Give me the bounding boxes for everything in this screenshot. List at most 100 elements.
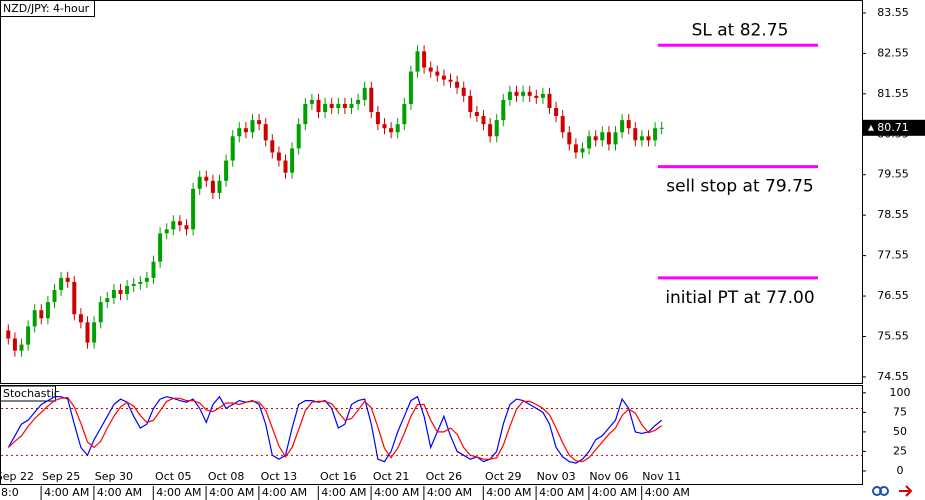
candle-body [428, 67, 433, 72]
candle-body [164, 229, 169, 234]
candle-body [567, 132, 572, 145]
candle-body [197, 176, 202, 189]
candle-body [606, 132, 611, 145]
chart-title: NZD/JPY: 4-hour [3, 2, 90, 15]
candle-body [210, 180, 215, 193]
candle-body [408, 71, 413, 104]
y-tick-label: 83.55 [877, 6, 909, 19]
x-date-label: Oct 21 [373, 470, 410, 483]
x-date-label: Nov 11 [642, 470, 681, 483]
candle-body [296, 124, 301, 149]
candle-body [224, 160, 229, 181]
candle-body [243, 128, 248, 133]
stochastic-panel [0, 385, 863, 485]
x-time-label: 4:00 AM [156, 486, 201, 499]
x-time-label: 4:00 AM [427, 486, 472, 499]
candle-body [144, 277, 149, 282]
candle-body [626, 120, 631, 129]
candle-body [639, 136, 644, 141]
y-tick-label: 81.55 [877, 87, 909, 100]
candle-body [362, 87, 367, 100]
annotation-label: SL at 82.75 [692, 20, 789, 40]
y-tick-label: 75.55 [877, 329, 909, 342]
annotation-label: initial PT at 77.00 [665, 288, 814, 308]
toolbar-icons [872, 485, 913, 497]
candle-body [547, 93, 552, 108]
x-time-label: 4:00 AM [321, 486, 366, 499]
candle-body [217, 180, 222, 193]
y-tick-label: 25 [893, 444, 907, 457]
x-time-label: 4:00 AM [539, 486, 584, 499]
candle-body [72, 281, 77, 315]
x-date-label: Sep 25 [42, 470, 80, 483]
share-icon[interactable] [899, 485, 913, 497]
candle-body [560, 116, 565, 133]
candle-body [158, 233, 163, 262]
candle-body [59, 277, 64, 290]
candle-body [257, 120, 262, 125]
candle-body [554, 107, 559, 117]
x-time-label: 4:00 AM [592, 486, 637, 499]
candle-body [230, 136, 235, 161]
x-time-label: 4:00 AM [486, 486, 531, 499]
y-tick-label: 0 [897, 464, 904, 477]
candle-body [111, 289, 116, 299]
last-price-box [863, 119, 925, 136]
candle-body [98, 302, 103, 323]
candle-body [118, 289, 123, 295]
candle-body [593, 136, 598, 141]
candle-body [600, 132, 605, 141]
candle-body [105, 298, 110, 303]
candle-body [375, 112, 380, 125]
candle-body [303, 103, 308, 125]
candle-body [263, 124, 268, 141]
candle-body [527, 91, 532, 96]
x-date-label: Oct 16 [320, 470, 357, 483]
candle-body [659, 127, 664, 129]
candle-body [613, 132, 618, 145]
candle-body [329, 103, 334, 108]
main-panel [0, 0, 863, 384]
candle-body [171, 221, 176, 230]
candle-body [488, 124, 493, 137]
candle-body [32, 310, 37, 327]
candle-body [501, 99, 506, 121]
candle-body [573, 144, 578, 153]
title-box [0, 0, 95, 17]
y-tick-label: 79.55 [877, 168, 909, 181]
candle-body [26, 326, 31, 345]
candle-body [237, 128, 242, 137]
candle-body [19, 344, 24, 351]
candle-body [342, 103, 347, 108]
candle-body [45, 302, 50, 319]
y-tick-label: 75 [893, 405, 907, 418]
candle-body [415, 51, 420, 72]
indicator-title-box [0, 385, 56, 402]
candle-body [309, 99, 314, 104]
candle-body [481, 116, 486, 125]
candle-body [131, 283, 136, 286]
candle-body [422, 51, 427, 68]
candle-body [349, 103, 354, 108]
candle-body [382, 124, 387, 129]
candle-body [507, 91, 512, 100]
candle-body [191, 188, 196, 230]
candle-body [389, 128, 394, 133]
candle-body [514, 91, 519, 96]
candle-body [270, 140, 275, 153]
indicator-title: Stochastic [3, 387, 60, 400]
candle-body [52, 289, 57, 303]
y-tick-label: 77.55 [877, 249, 909, 262]
candle-body [65, 277, 70, 282]
candle-body [12, 338, 17, 351]
x-time-label: 4:00 AM [374, 486, 419, 499]
x-time-label: 4:00 AM [209, 486, 254, 499]
y-tick-label: 78.55 [877, 208, 909, 221]
x-date-label: Sep 30 [95, 470, 133, 483]
candle-body [653, 128, 658, 141]
sync-icon[interactable] [872, 486, 889, 496]
candle-body [587, 136, 592, 149]
x-date-label: Sep 22 [0, 470, 34, 483]
